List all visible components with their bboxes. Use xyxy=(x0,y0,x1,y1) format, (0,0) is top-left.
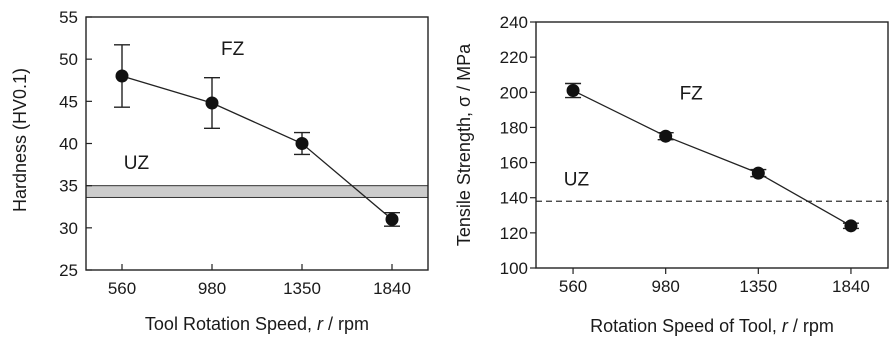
hardness-y-axis-label: Hardness (HV0.1) xyxy=(10,68,30,212)
hardness-chart: 25 30 35 40 45 50 55 560 980 1350 1840 FZ UZ Hardness… xyxy=(10,8,429,334)
hardness-data-point-1840 xyxy=(385,212,399,226)
tensile-y-tick-label-140: 140 xyxy=(500,189,528,208)
hardness-annotation-fz: FZ xyxy=(221,39,245,60)
tensile-x-tick-label-1350: 1350 xyxy=(739,277,777,296)
tensile-x-axis-label: Rotation Speed of Tool, r / rpm xyxy=(590,316,834,336)
tensile-y-tick-label-240: 240 xyxy=(500,13,528,32)
tensile-annotation-fz: FZ xyxy=(680,83,704,104)
hardness-y-tick-label-55: 55 xyxy=(59,8,78,27)
tensile-x-tick-label-1840: 1840 xyxy=(832,277,870,296)
tensile-y-tick-label-160: 160 xyxy=(500,154,528,173)
hardness-y-tick-label-30: 30 xyxy=(59,219,78,238)
hardness-y-tick-label-45: 45 xyxy=(59,92,78,111)
tensile-series-line xyxy=(572,89,852,227)
tensile-plot-frame xyxy=(535,21,889,269)
hardness-y-tick-label-50: 50 xyxy=(59,50,78,69)
tensile-y-axis-label: Tensile Strength, σ / MPa xyxy=(454,43,474,246)
hardness-uz-band xyxy=(85,185,429,198)
tensile-y-tick-label-120: 120 xyxy=(500,224,528,243)
tensile-y-tick-label-220: 220 xyxy=(500,48,528,67)
hardness-x-tick-label-980: 980 xyxy=(198,279,226,298)
hardness-y-tick-label-40: 40 xyxy=(59,135,78,154)
hardness-y-tick-label-35: 35 xyxy=(59,177,78,196)
hardness-plot-frame xyxy=(85,16,429,271)
hardness-annotation-uz: UZ xyxy=(124,153,150,174)
hardness-x-axis-label: Tool Rotation Speed, r / rpm xyxy=(145,314,369,334)
tensile-data-point-1840 xyxy=(844,219,858,233)
tensile-data-point-1350 xyxy=(751,166,765,180)
hardness-series-line xyxy=(121,75,393,220)
hardness-x-tick-label-1350: 1350 xyxy=(283,279,321,298)
hardness-y-tick-label-25: 25 xyxy=(59,261,78,280)
hardness-x-tick-label-560: 560 xyxy=(108,279,136,298)
hardness-data-point-980 xyxy=(205,96,219,110)
tensile-data-point-560 xyxy=(566,84,580,98)
tensile-y-tick-label-100: 100 xyxy=(500,259,528,278)
tensile-annotation-uz: UZ xyxy=(564,169,590,190)
tensile-data-point-980 xyxy=(659,129,673,143)
hardness-data-point-560 xyxy=(115,69,129,83)
hardness-x-tick-label-1840: 1840 xyxy=(373,279,411,298)
hardness-data-point-1350 xyxy=(295,137,309,150)
tensile-strength-chart: 100 120 140 160 180 200 220 240 560 980 1350 1840 FZ… xyxy=(454,13,889,336)
tensile-x-tick-label-560: 560 xyxy=(559,277,587,296)
tensile-x-tick-label-980: 980 xyxy=(651,277,679,296)
tensile-y-tick-label-180: 180 xyxy=(500,118,528,137)
tensile-y-tick-label-200: 200 xyxy=(500,83,528,102)
